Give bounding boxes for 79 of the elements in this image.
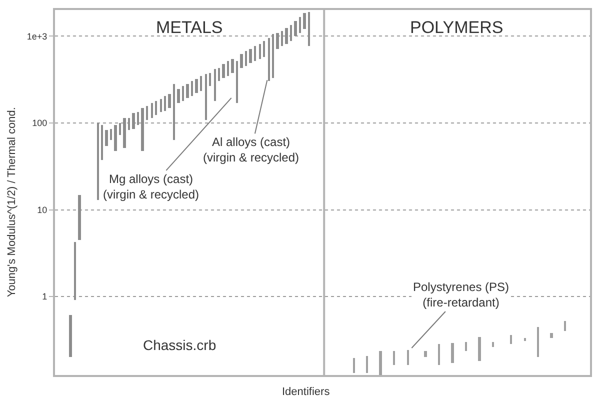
annotation: METALS xyxy=(156,18,223,37)
bar xyxy=(393,351,395,365)
annotation: POLYMERS xyxy=(410,18,504,37)
bar xyxy=(209,73,211,86)
bar xyxy=(214,69,216,101)
bar xyxy=(227,61,229,76)
bar xyxy=(249,49,252,63)
y-axis-title: Young's Modulus^(1/2) / Thermal cond. xyxy=(6,107,18,298)
bar xyxy=(465,342,467,351)
annotation: Al alloys (cast) (virgin & recycled) xyxy=(203,135,300,165)
bar xyxy=(141,108,144,151)
bar xyxy=(285,28,288,44)
bar xyxy=(160,99,162,112)
bar xyxy=(195,79,198,93)
bar xyxy=(182,86,184,101)
bar xyxy=(191,81,193,96)
bar xyxy=(231,59,234,73)
bar xyxy=(407,350,409,365)
bar xyxy=(294,21,297,36)
bar xyxy=(564,321,566,331)
bar xyxy=(105,130,108,146)
y-tick-label: 10 xyxy=(37,204,48,215)
bar xyxy=(268,38,270,81)
bar xyxy=(151,103,153,118)
bar xyxy=(299,17,301,33)
annotation: Mg alloys (cast) (virgin & recycled) xyxy=(103,172,200,202)
bar xyxy=(168,94,171,108)
bar xyxy=(128,118,130,130)
y-tick-label: 1 xyxy=(42,292,48,302)
bar xyxy=(69,315,72,357)
bar xyxy=(205,74,207,120)
y-tick-label: 1e+3 xyxy=(26,31,48,42)
bar xyxy=(290,25,292,41)
bar xyxy=(438,344,440,365)
bar xyxy=(110,129,112,140)
annotation: Chassis.crb xyxy=(143,337,216,353)
bar xyxy=(272,34,274,78)
bar xyxy=(74,242,76,300)
bar xyxy=(550,333,553,338)
bar xyxy=(236,61,238,103)
bar xyxy=(303,13,306,29)
bar xyxy=(308,12,310,46)
bar xyxy=(137,112,139,125)
bar xyxy=(186,84,189,98)
bar xyxy=(114,125,117,151)
bar xyxy=(164,96,166,111)
bar xyxy=(281,31,283,46)
bar xyxy=(245,51,247,66)
bar xyxy=(123,118,126,148)
bar xyxy=(119,123,121,135)
bar xyxy=(78,195,81,240)
bar xyxy=(218,68,220,81)
bar xyxy=(379,351,382,375)
bar xyxy=(101,125,103,160)
bar xyxy=(200,76,202,91)
bar xyxy=(276,33,279,49)
bar xyxy=(155,101,157,115)
bar xyxy=(146,106,148,120)
bar xyxy=(173,84,175,140)
bar xyxy=(97,123,99,200)
bar xyxy=(353,358,355,373)
bar xyxy=(263,41,265,57)
bar xyxy=(424,351,427,357)
bar xyxy=(451,343,454,363)
bar xyxy=(254,46,256,61)
bar xyxy=(510,335,512,344)
annotation: Polystyrenes (PS) (fire-retardant) xyxy=(413,280,510,310)
bar xyxy=(524,338,526,341)
bar xyxy=(222,64,225,78)
bar xyxy=(240,54,243,68)
bar xyxy=(132,113,135,129)
bar xyxy=(478,337,481,361)
bar xyxy=(177,89,180,103)
bar xyxy=(259,44,261,59)
x-axis-title: Identifiers xyxy=(282,386,330,398)
bar xyxy=(537,327,539,357)
bar xyxy=(366,356,368,373)
bar xyxy=(492,342,494,347)
y-tick-label: 100 xyxy=(32,118,48,128)
